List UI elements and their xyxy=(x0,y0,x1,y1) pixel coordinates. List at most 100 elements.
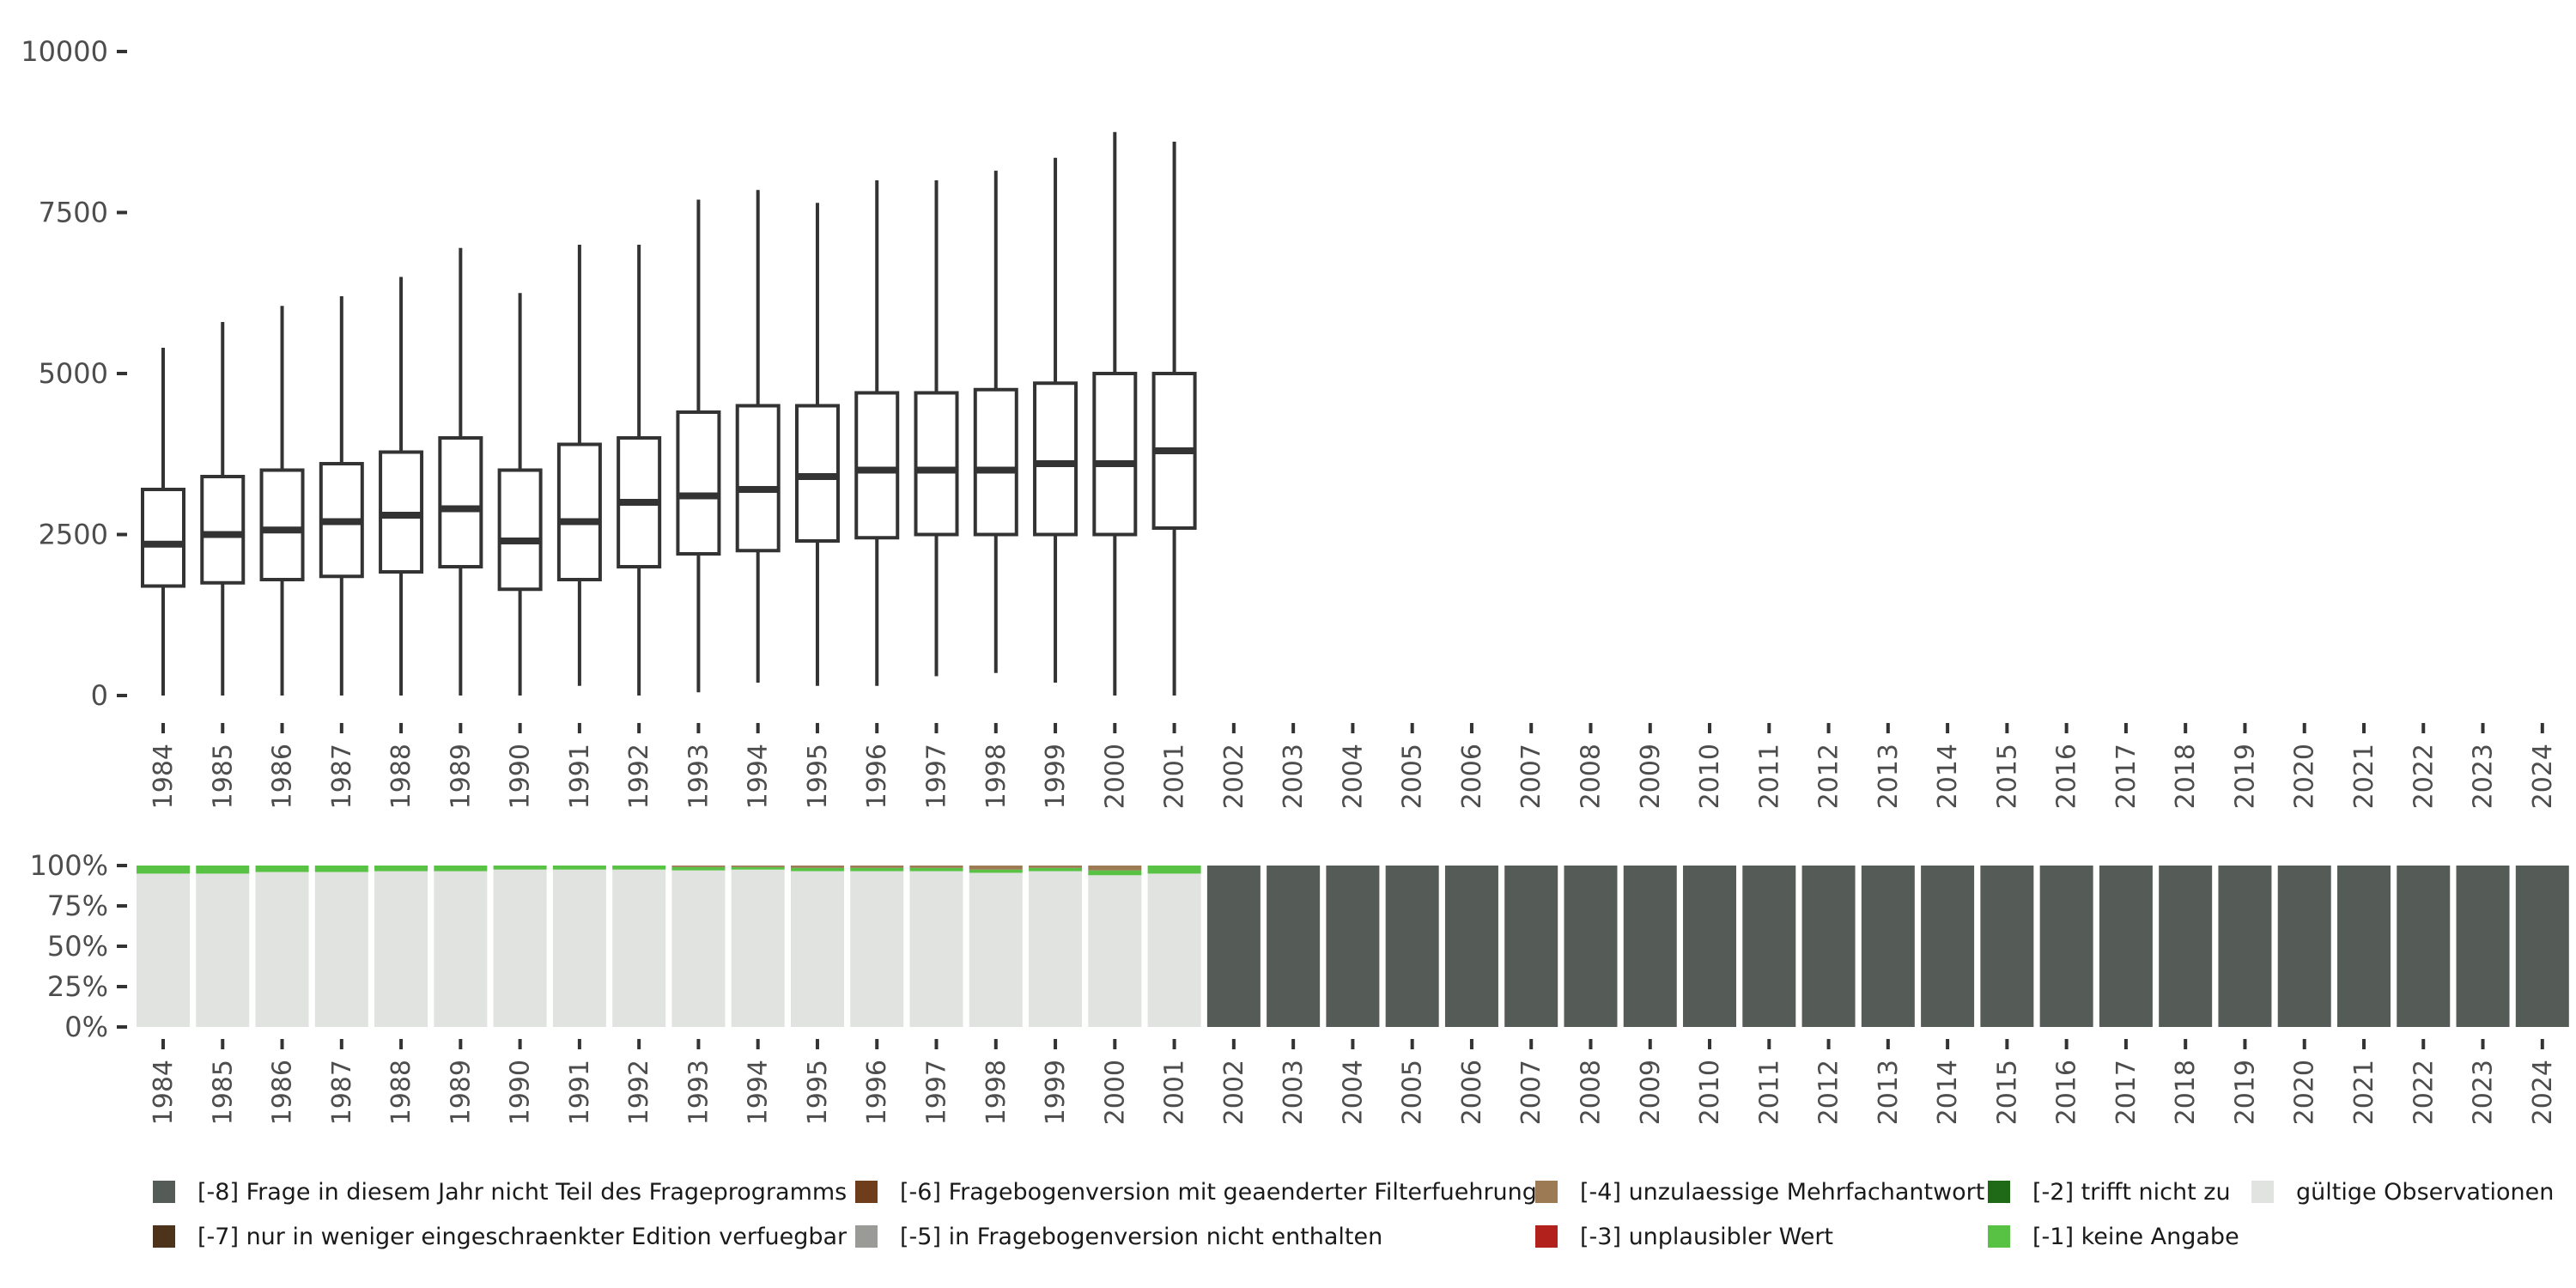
legend-item-minus3: [-3] unplausibler Wert xyxy=(1535,1219,1833,1254)
x-tick-label: 2000 xyxy=(1100,744,1130,809)
x-tick-label: 1989 xyxy=(446,744,476,809)
x-tick-label: 2019 xyxy=(2230,1060,2260,1125)
bar-segment xyxy=(255,872,309,1027)
legend-swatch xyxy=(855,1181,878,1203)
legend-swatch xyxy=(2251,1181,2274,1203)
box-iqr xyxy=(1092,372,1138,537)
bar-segment xyxy=(314,872,368,1027)
x-tick-label: 2006 xyxy=(1457,744,1487,809)
bar-segment xyxy=(493,866,547,870)
bar-segment xyxy=(671,866,726,871)
x-tick-label: 2002 xyxy=(1219,744,1249,809)
x-tick-label: 2004 xyxy=(1338,1060,1368,1125)
x-tick-label: 2014 xyxy=(1933,1060,1963,1125)
box-iqr xyxy=(854,391,900,540)
bar-segment xyxy=(2099,866,2153,1027)
box-iqr xyxy=(259,468,305,581)
x-tick-label: 1988 xyxy=(386,744,416,809)
x-tick-label: 2022 xyxy=(2409,1060,2439,1125)
x-tick-label: 1984 xyxy=(149,1060,179,1125)
x-tick-label: 1998 xyxy=(981,744,1012,809)
x-tick-label: 2016 xyxy=(2052,744,2082,809)
bar-segment xyxy=(790,867,844,872)
bar-segment xyxy=(731,866,785,867)
x-tick-label: 1996 xyxy=(862,744,892,809)
y-tick-label: 75% xyxy=(47,890,108,922)
bar-segment xyxy=(374,871,428,1027)
x-tick-label: 1986 xyxy=(268,744,298,809)
x-tick-label: 1994 xyxy=(744,744,774,809)
x-tick-label: 2015 xyxy=(1992,744,2022,809)
bar-segment xyxy=(1385,866,1439,1027)
bar-segment xyxy=(2397,866,2451,1027)
x-tick-label: 2020 xyxy=(2290,1060,2320,1125)
x-tick-label: 2012 xyxy=(1814,1060,1844,1125)
x-tick-label: 2008 xyxy=(1576,744,1606,809)
legend-item-minus8: [-8] Frage in diesem Jahr nicht Teil des… xyxy=(153,1175,847,1209)
legend-label: [-1] keine Angabe xyxy=(2032,1223,2239,1250)
bar-segment xyxy=(1980,866,2034,1027)
y-tick-label: 0% xyxy=(64,1011,108,1043)
x-tick-label: 2005 xyxy=(1398,1060,1428,1125)
y-tick-label: 7500 xyxy=(39,197,108,229)
x-tick-label: 2016 xyxy=(2052,1060,2082,1125)
bar-segment xyxy=(671,870,726,1027)
x-tick-label: 1991 xyxy=(565,1060,595,1125)
box-iqr xyxy=(200,475,246,585)
bar-segment xyxy=(1504,866,1558,1027)
x-tick-label: 1996 xyxy=(862,1060,892,1125)
x-tick-label: 1993 xyxy=(683,1060,714,1125)
bar-segment xyxy=(1088,870,1142,876)
x-tick-label: 2003 xyxy=(1279,1060,1309,1125)
legend-item-minus4: [-4] unzulaessige Mehrfachantwort xyxy=(1535,1175,1984,1209)
x-tick-label: 2014 xyxy=(1933,744,1963,809)
bar-segment xyxy=(790,871,844,1027)
box-iqr xyxy=(141,488,185,588)
x-tick-label: 2021 xyxy=(2349,744,2379,809)
bar-segment xyxy=(2456,866,2510,1027)
bar-segment xyxy=(731,869,785,1027)
x-tick-label: 1995 xyxy=(803,744,833,809)
bar-segment xyxy=(552,869,606,1027)
x-tick-label: 2015 xyxy=(1992,1060,2022,1125)
x-tick-label: 2009 xyxy=(1636,744,1666,809)
box-iqr xyxy=(556,442,602,581)
bar-segment xyxy=(850,866,904,868)
x-tick-label: 1999 xyxy=(1041,744,1071,809)
box-iqr xyxy=(676,410,721,556)
bar-segment xyxy=(1564,866,1618,1027)
x-tick-label: 1998 xyxy=(981,1060,1012,1125)
x-tick-label: 2017 xyxy=(2111,1060,2142,1125)
x-tick-label: 1999 xyxy=(1041,1060,1071,1125)
x-tick-label: 1990 xyxy=(506,1060,536,1125)
legend-label: gültige Observationen xyxy=(2296,1178,2555,1206)
bar-segment xyxy=(2039,866,2093,1027)
x-tick-label: 1988 xyxy=(386,1060,416,1125)
legend-label: [-2] trifft nicht zu xyxy=(2032,1178,2231,1206)
bar-segment xyxy=(969,869,1023,873)
x-tick-label: 1987 xyxy=(327,744,357,809)
legend-swatch xyxy=(1988,1225,2010,1248)
bar-segment xyxy=(2336,866,2391,1027)
bar-segment xyxy=(1029,867,1083,872)
y-tick-label: 50% xyxy=(47,930,108,963)
bar-segment xyxy=(2159,866,2213,1027)
x-tick-label: 2023 xyxy=(2469,1060,2499,1125)
box-iqr xyxy=(735,404,781,553)
bar-segment xyxy=(1088,875,1142,1027)
bar-segment xyxy=(255,866,309,872)
x-tick-label: 1989 xyxy=(446,1060,476,1125)
x-tick-label: 1984 xyxy=(149,744,179,809)
bar-segment xyxy=(1683,866,1737,1027)
bar-segment xyxy=(137,873,190,1027)
x-tick-label: 1997 xyxy=(922,1060,952,1125)
x-tick-label: 2022 xyxy=(2409,744,2439,809)
bar-segment xyxy=(1326,866,1380,1027)
legend-label: [-8] Frage in diesem Jahr nicht Teil des… xyxy=(197,1178,848,1206)
bar-segment xyxy=(909,871,963,1027)
y-tick-label: 0 xyxy=(91,679,108,712)
bar-segment xyxy=(909,866,963,868)
bar-segment xyxy=(1444,866,1498,1027)
y-tick-label: 2500 xyxy=(39,519,108,551)
